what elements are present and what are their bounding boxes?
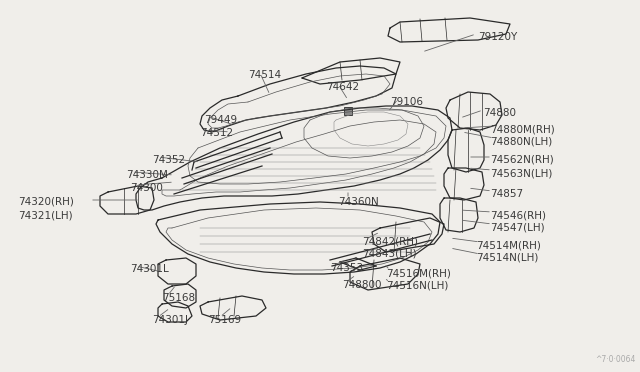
- Text: 74547(LH): 74547(LH): [490, 222, 545, 232]
- Text: ^7·0·0064: ^7·0·0064: [596, 355, 636, 364]
- Text: 75169: 75169: [208, 315, 241, 325]
- Text: 74880: 74880: [483, 108, 516, 118]
- Bar: [344, 107, 352, 115]
- Text: 74360N: 74360N: [338, 197, 379, 207]
- Text: 74642: 74642: [326, 82, 359, 92]
- Text: 74512: 74512: [200, 128, 233, 138]
- Text: 74514: 74514: [248, 70, 281, 80]
- Text: 74857: 74857: [490, 189, 523, 199]
- Text: 79106: 79106: [390, 97, 423, 107]
- Text: 74301J: 74301J: [152, 315, 188, 325]
- Text: 79449: 79449: [204, 115, 237, 125]
- Text: 74514M(RH): 74514M(RH): [476, 240, 541, 250]
- Text: 74880M(RH): 74880M(RH): [490, 124, 555, 134]
- Text: 74563N(LH): 74563N(LH): [490, 168, 552, 178]
- Text: 74546(RH): 74546(RH): [490, 210, 546, 220]
- Text: 74352: 74352: [152, 155, 185, 165]
- Text: 74562N(RH): 74562N(RH): [490, 155, 554, 165]
- Text: 748800: 748800: [342, 280, 381, 290]
- Text: 75168: 75168: [162, 293, 195, 303]
- Text: 74353: 74353: [330, 263, 363, 273]
- Text: 74842(RH): 74842(RH): [362, 237, 418, 247]
- Text: 74321(LH): 74321(LH): [18, 210, 72, 220]
- Text: 74301L: 74301L: [130, 264, 169, 274]
- Text: 74516M(RH): 74516M(RH): [386, 268, 451, 278]
- Text: 74516N(LH): 74516N(LH): [386, 280, 449, 290]
- Text: 74880N(LH): 74880N(LH): [490, 136, 552, 146]
- Text: 74320(RH): 74320(RH): [18, 197, 74, 207]
- Text: 74330M: 74330M: [126, 170, 168, 180]
- Text: 74514N(LH): 74514N(LH): [476, 252, 538, 262]
- Text: 74300: 74300: [130, 183, 163, 193]
- Text: 74843(LH): 74843(LH): [362, 249, 417, 259]
- Text: 79120Y: 79120Y: [478, 32, 517, 42]
